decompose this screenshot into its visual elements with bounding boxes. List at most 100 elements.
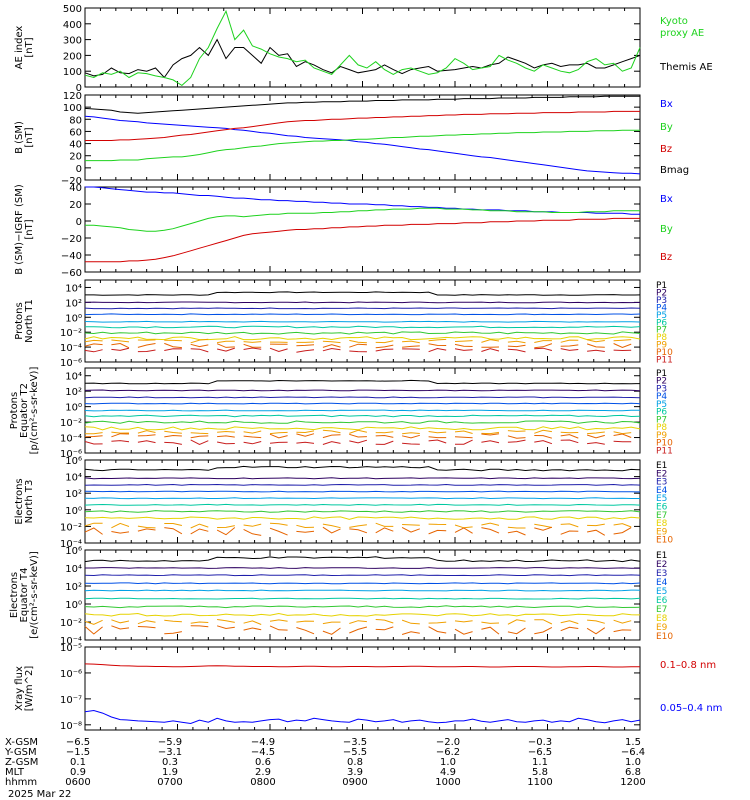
orbit-cell: 0800 <box>250 777 275 788</box>
y-tick-label: −20 <box>61 176 82 187</box>
orbit-cell: −4.5 <box>251 747 275 758</box>
series-line-bz <box>85 110 640 141</box>
orbit-cell: −3.1 <box>158 747 182 758</box>
series-line-p3 <box>84 307 641 310</box>
panel-xray: 10⁻⁵ 10⁻⁶ 10⁻⁷ 10⁻⁸ Xray flux [W/m^2] 0.1–0.8 … <box>14 643 722 732</box>
y-axis-label: Electrons <box>14 478 25 524</box>
panel-pn: 10⁴ 10² 10⁰ 10⁻² 10⁻⁴ 10⁻⁶ Protons North T1 P1P2… <box>14 279 673 369</box>
y-axis-label: Equator T2 <box>19 383 30 438</box>
y-axis-label: [p/(cm²-s-sr-keV)] <box>29 367 40 455</box>
y-tick-label: 10⁻² <box>60 418 82 429</box>
orbit-cell: 6.8 <box>625 767 641 778</box>
orbit-row-label: X-GSM <box>5 737 38 748</box>
series-line-e10 <box>85 626 640 635</box>
y-tick-label: 10⁻⁴ <box>60 636 82 647</box>
series-line-by <box>85 207 640 232</box>
legend-entry: E9 <box>656 527 668 537</box>
y-axis-label: [W/m^2] <box>24 666 35 712</box>
y-axis-label: Equator T4 <box>19 568 30 623</box>
y-axis-label: Protons <box>14 302 25 339</box>
legend-entry: E4 <box>656 578 668 588</box>
legend-entry: By <box>660 224 673 235</box>
series-line-e3 <box>84 574 641 577</box>
orbit-cell: 1.9 <box>162 767 178 778</box>
series-line-p5 <box>84 320 641 323</box>
y-axis-label: [nT] <box>24 127 35 147</box>
series-line-e7 <box>84 605 641 609</box>
orbit-cell: −0.3 <box>528 737 552 748</box>
legend-entry: E7 <box>656 511 667 521</box>
orbit-table: 2025 Mar 22 X-GSM −6.5 −5.9 −4.9 −3.5 −2.0 −0.… <box>4 737 646 800</box>
legend-entry: E7 <box>656 605 667 615</box>
orbit-row-label: Z-GSM <box>5 757 38 768</box>
axes-frame <box>84 94 641 181</box>
y-axis-label: [nT] <box>24 219 35 239</box>
series-line-e4 <box>84 582 641 585</box>
series-line-p10 <box>85 434 640 439</box>
legend-entry: E3 <box>656 478 667 488</box>
y-tick-label: 10⁻⁵ <box>60 643 82 654</box>
series-line-p10 <box>85 343 640 347</box>
y-tick-label: 10² <box>65 387 82 398</box>
y-axis-label: B (SM) <box>14 121 25 154</box>
orbit-cell: −5.5 <box>343 747 367 758</box>
y-tick-label: 10² <box>65 582 82 593</box>
legend-entry: P5 <box>656 400 667 410</box>
y-tick-label: 20 <box>69 152 82 163</box>
series-line-bx <box>84 115 641 175</box>
y-tick-label: 40 <box>69 140 82 151</box>
series-line-p1 <box>85 291 641 296</box>
legend-entry: P9 <box>656 431 667 441</box>
axes-frame <box>84 549 641 641</box>
series-line-e4 <box>84 490 641 493</box>
y-tick-label: 10⁻² <box>60 618 82 629</box>
y-tick-label: 10⁻⁶ <box>60 358 82 369</box>
y-tick-label: 10⁴ <box>65 473 82 484</box>
series-line-p9 <box>85 430 640 434</box>
y-tick-label: 0 <box>76 83 82 94</box>
y-tick-label: 10⁻⁷ <box>60 695 82 706</box>
legend-entry: P1 <box>656 369 667 379</box>
legend-entry: P2 <box>656 377 667 387</box>
legend-entry: E5 <box>656 494 667 504</box>
series-line-p3 <box>84 396 641 399</box>
legend-entry: P10 <box>656 348 673 358</box>
y-tick-label: 80 <box>69 115 82 126</box>
series-line-p5 <box>84 409 641 412</box>
y-tick-label: 100 <box>63 67 82 78</box>
y-axis-label: B (SM)−IGRF (SM) <box>14 184 25 275</box>
legend-entry: E2 <box>656 560 667 570</box>
y-axis-label: [nT] <box>24 37 35 57</box>
series-line-e8 <box>84 612 641 617</box>
y-tick-label: 10⁰ <box>65 313 82 324</box>
orbit-cell: 0.1 <box>70 757 86 768</box>
y-axis-label: Protons <box>9 392 20 429</box>
y-tick-label: 10⁻⁴ <box>60 434 82 445</box>
orbit-cell: −2.0 <box>436 737 460 748</box>
axes-frame <box>84 459 641 544</box>
y-tick-label: 20 <box>69 200 82 211</box>
legend-entry: 0.05–0.4 nm <box>660 703 722 714</box>
orbit-cell: 1100 <box>527 777 552 788</box>
series-line-e5 <box>84 497 640 500</box>
series-line-e6 <box>84 503 641 506</box>
y-tick-label: 10⁰ <box>65 506 82 517</box>
y-tick-label: 10⁴ <box>65 564 82 575</box>
orbit-row-label: MLT <box>5 767 25 778</box>
orbit-cell: 1.0 <box>440 757 456 768</box>
panel-pe: 10⁴ 10² 10⁰ 10⁻² 10⁻⁴ 10⁻⁶ Protons Equator T2 [p… <box>9 367 673 460</box>
series-line-p11 <box>85 440 640 445</box>
legend-entry: P3 <box>656 384 667 394</box>
series-line-e9 <box>85 620 640 625</box>
y-tick-label: 400 <box>63 20 82 31</box>
y-tick-label: 0 <box>76 164 82 175</box>
legend-entry: P10 <box>656 439 673 449</box>
orbit-cell: −6.5 <box>66 737 90 748</box>
panel-ee: 10⁶ 10⁴ 10² 10⁰ 10⁻² 10⁻⁴ Electrons Equator T4[… <box>9 546 673 647</box>
legend-entry: P7 <box>656 326 667 336</box>
y-axis-label: Xray flux <box>14 666 25 711</box>
series-line-e10 <box>85 527 640 535</box>
y-tick-label: 200 <box>63 51 82 62</box>
